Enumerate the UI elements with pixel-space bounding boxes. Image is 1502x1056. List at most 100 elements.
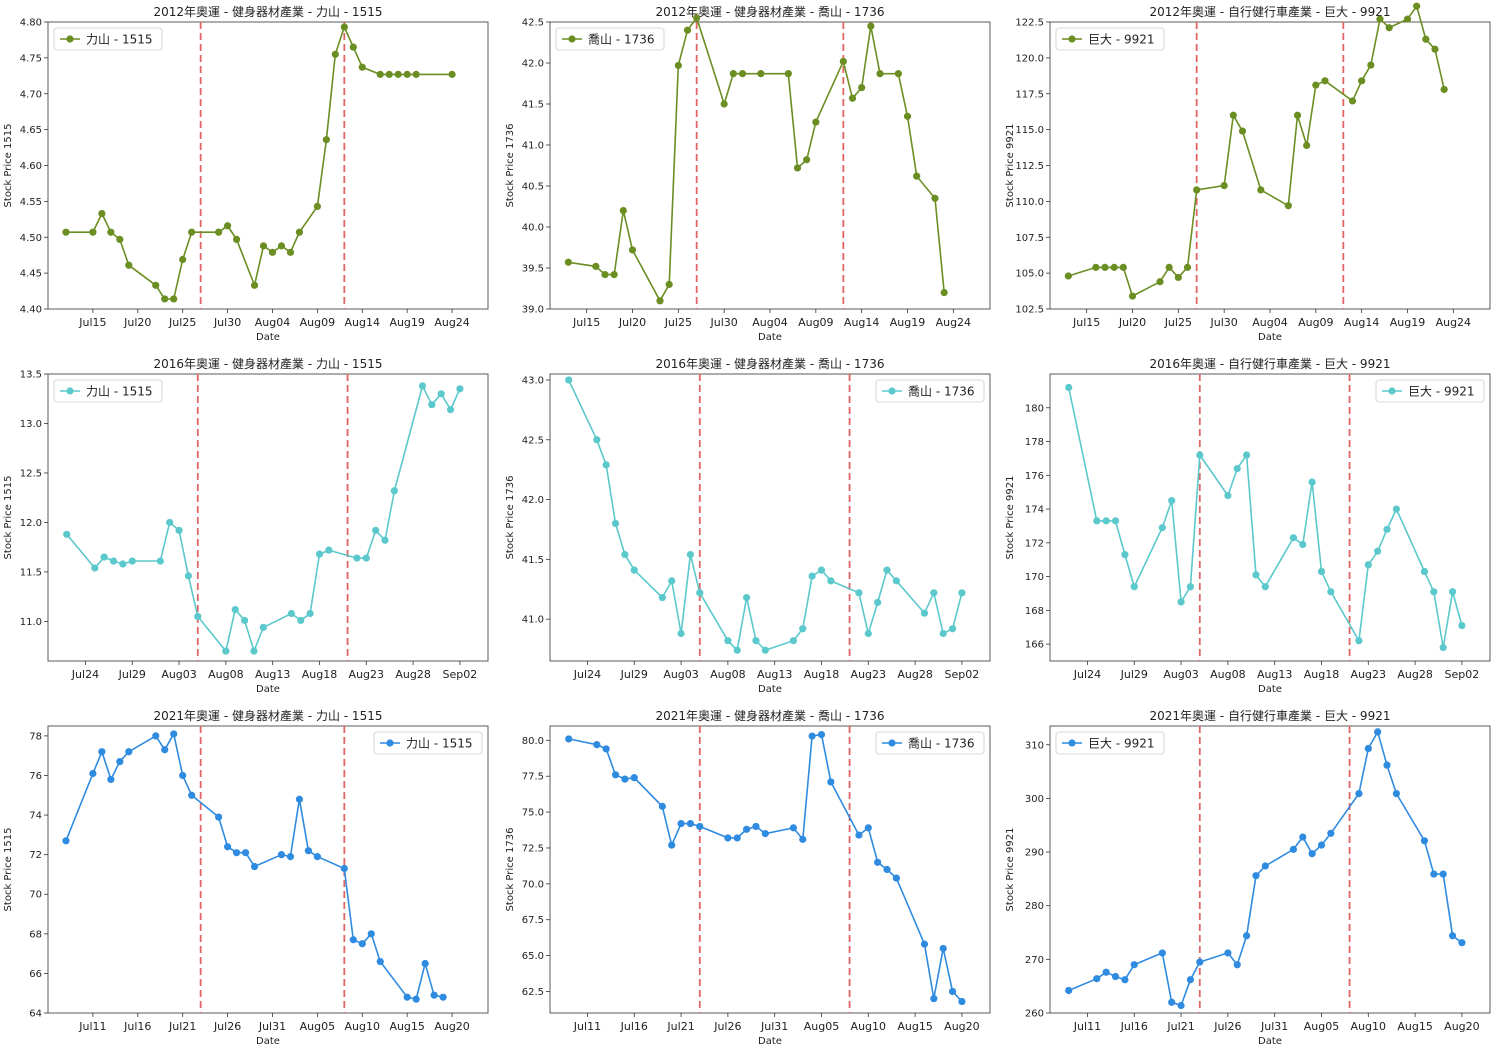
legend-label: 喬山 - 1736 [588,33,655,47]
data-point [63,530,71,538]
y-tick-label: 102.5 [1015,305,1044,316]
data-point [808,732,816,740]
data-point [812,118,820,126]
data-point [1308,850,1316,858]
data-point [1165,263,1173,271]
data-point [1299,540,1307,549]
data-point [62,837,70,845]
data-point [920,940,929,948]
x-tick-label: Aug13 [1257,668,1292,681]
data-point [340,864,348,873]
chart-6: 2016年奧運 - 自行健行車產業 - 巨大 - 9921 166 168 170 17… [1005,356,1491,695]
data-point [611,771,620,779]
data-point [295,795,304,803]
data-point [1289,845,1298,853]
x-tick-label: Jul15 [572,316,600,329]
data-point [1420,567,1429,576]
data-point [1156,278,1164,286]
data-point [1439,643,1447,652]
y-tick-label: 62.5 [522,987,544,998]
y-tick-label: 168 [1025,606,1044,617]
data-point [601,270,609,279]
data-point [358,63,366,71]
data-point [686,819,695,828]
x-tick-label: Jul24 [1073,668,1101,681]
data-point [1238,127,1247,135]
data-point [894,70,902,78]
x-axis-label: Date [758,332,782,343]
data-point [331,50,339,58]
chart-3: 2012年奧運 - 自行健行車產業 - 巨大 - 9921 102.5 105.0 1… [1005,2,1491,343]
y-tick-label: 40.5 [522,182,544,193]
data-point [930,589,938,597]
data-point [412,995,420,1003]
data-point [362,554,370,562]
y-tick-label: 39.0 [522,305,544,316]
x-tick-label: Aug15 [1397,1020,1432,1033]
data-point [188,228,196,236]
y-tick-label: 4.45 [20,269,42,280]
x-axis-label: Date [1258,1036,1282,1047]
data-point [602,461,610,469]
data-point [259,242,268,250]
legend-box [53,27,163,51]
data-point [892,874,900,882]
data-point [215,228,223,236]
chart-title: 2012年奧運 - 健身器材產業 - 力山 - 1515 [154,4,383,19]
data-point [931,194,939,202]
data-point [1121,976,1129,984]
y-tick-label: 280 [1025,901,1044,912]
data-point [1448,932,1457,940]
data-point [686,550,695,559]
data-point [313,202,321,210]
data-point [1439,870,1447,878]
data-point [913,172,921,180]
data-point [277,242,286,250]
legend-box [1375,379,1485,403]
x-tick-label: Aug03 [161,668,196,681]
y-tick-label: 42.0 [522,59,544,70]
data-point [733,646,741,654]
x-tick-label: Jul24 [71,668,99,681]
data-point [1403,15,1412,23]
data-point [564,258,572,266]
y-axis-label: Stock Price 1515 [3,476,14,560]
x-tick-label: Aug03 [1163,668,1198,681]
data-point [1364,561,1372,569]
data-point [1111,972,1120,981]
x-tick-label: Aug24 [936,316,971,329]
x-tick-label: Jul11 [1073,1020,1101,1033]
y-tick-label: 172 [1025,538,1044,549]
y-tick-label: 65.0 [522,951,544,962]
x-tick-label: Jul29 [1120,668,1148,681]
data-point [1392,505,1400,513]
data-point [222,647,230,655]
data-point [619,207,627,215]
data-point [752,637,760,645]
y-tick-label: 11.5 [20,567,42,578]
x-tick-label: Aug20 [434,1020,469,1033]
data-point [1220,181,1228,190]
legend-label: 力山 - 1515 [86,385,153,399]
data-point [1448,588,1457,596]
y-tick-label: 4.60 [20,161,42,172]
data-point [883,865,891,874]
data-point [421,959,429,968]
data-point [948,625,957,633]
data-point [1383,525,1391,533]
legend-label: 巨大 - 9921 [1088,737,1155,751]
y-tick-label: 4.80 [20,18,42,29]
data-point [839,57,847,65]
x-tick-label: Aug09 [798,316,833,329]
data-point [241,849,250,857]
data-point [170,295,178,303]
data-point [286,248,295,256]
data-point [446,406,455,414]
legend-label: 力山 - 1515 [86,33,153,47]
data-point [277,851,286,859]
x-tick-label: Jul16 [620,1020,648,1033]
x-tick-label: Jul15 [1072,316,1100,329]
x-axis-label: Date [758,684,782,695]
x-tick-label: Jul30 [1210,316,1238,329]
data-point [179,255,187,264]
